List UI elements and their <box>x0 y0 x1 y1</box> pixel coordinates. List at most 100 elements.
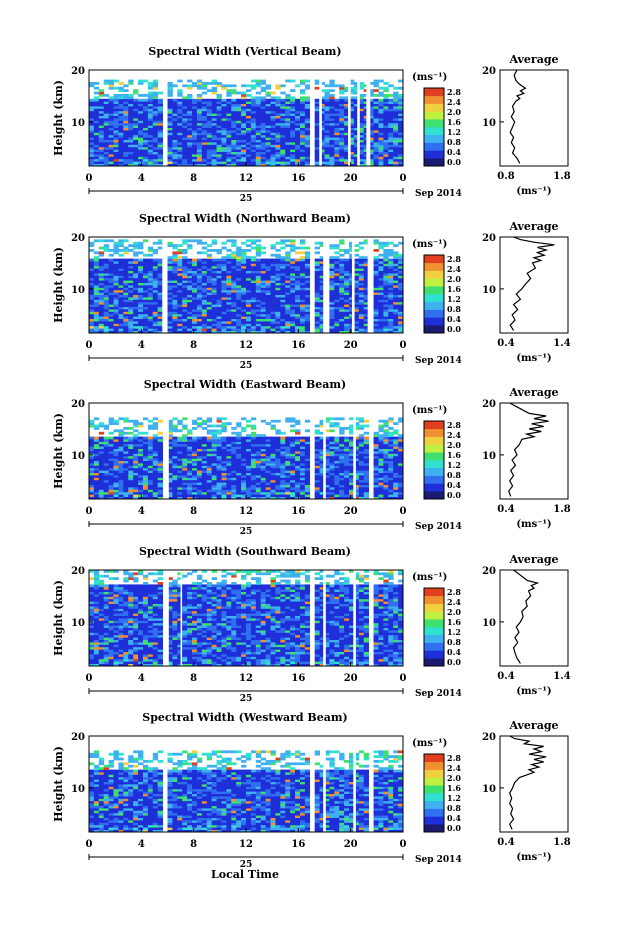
heatmap-cell <box>172 258 178 262</box>
heatmap-cell <box>324 146 330 150</box>
heatmap-cell <box>113 323 119 327</box>
heatmap-cell <box>157 91 163 95</box>
heatmap-cell <box>295 263 301 267</box>
heatmap-cell <box>349 91 355 95</box>
heatmap-cell <box>378 270 384 274</box>
heatmap-cell <box>93 120 100 124</box>
heatmap-cell <box>172 154 178 157</box>
heatmap-cell <box>138 306 144 310</box>
heatmap-cell <box>182 115 188 119</box>
heatmap-cell <box>275 108 281 112</box>
heatmap-cell <box>182 149 188 152</box>
heatmap-cell <box>314 110 320 114</box>
heatmap-cell <box>177 106 183 109</box>
heatmap-cell <box>363 256 370 259</box>
heatmap-cell <box>231 253 237 257</box>
heatmap-cell <box>324 122 330 126</box>
heatmap-cell <box>275 285 281 288</box>
heatmap-cell <box>221 436 227 440</box>
heatmap-cell <box>319 122 325 126</box>
heatmap-cell <box>147 84 154 88</box>
x-tick-label: 0 <box>400 340 407 351</box>
heatmap-cell <box>123 477 129 481</box>
heatmap-cell <box>246 108 252 112</box>
heatmap-cell <box>246 113 252 116</box>
heatmap-cell <box>196 103 203 107</box>
heatmap-cell <box>192 263 198 267</box>
heatmap-cell <box>299 299 306 303</box>
heatmap-cell <box>226 299 232 303</box>
heatmap-cell <box>275 297 281 300</box>
heatmap-cell <box>344 103 350 107</box>
heatmap-cell <box>98 122 105 126</box>
heatmap-cell <box>128 118 134 121</box>
heatmap-cell <box>98 139 105 143</box>
heatmap-cell <box>89 132 95 136</box>
heatmap-cell <box>280 139 286 143</box>
heatmap-cell <box>255 139 262 143</box>
heatmap-cell <box>255 142 262 145</box>
heatmap-cell <box>295 137 301 140</box>
heatmap-cell <box>270 325 276 329</box>
heatmap-cell <box>133 436 139 440</box>
heatmap-cell <box>334 328 340 331</box>
heatmap-cell <box>128 101 134 104</box>
heatmap-cell <box>128 132 134 136</box>
heatmap-cell <box>393 280 399 283</box>
heatmap-cell <box>344 106 350 109</box>
heatmap-cell <box>363 261 370 264</box>
heatmap-cell <box>393 285 399 288</box>
heatmap-cell <box>241 101 247 104</box>
heatmap-cell <box>241 144 247 148</box>
heatmap-cell <box>187 458 193 461</box>
heatmap-cell <box>275 292 281 295</box>
heatmap-cell <box>398 318 404 322</box>
heatmap-cell <box>147 122 154 126</box>
heatmap-cell <box>123 316 129 319</box>
heatmap-cell <box>373 132 379 136</box>
heatmap-cell <box>388 294 394 298</box>
heatmap-cell <box>201 110 208 114</box>
heatmap-cell <box>103 301 110 305</box>
heatmap-cell <box>147 161 154 164</box>
heatmap-cell <box>393 101 399 104</box>
heatmap-cell <box>93 475 100 478</box>
heatmap-cell <box>216 292 222 295</box>
heatmap-cell <box>103 306 110 310</box>
heatmap-cell <box>138 285 144 288</box>
heatmap-cell <box>299 139 306 143</box>
heatmap-cell <box>172 446 178 449</box>
heatmap-cell <box>187 325 193 329</box>
heatmap-cell <box>157 137 163 140</box>
heatmap-cell <box>182 146 188 150</box>
heatmap-cell <box>398 149 404 152</box>
heatmap-cell <box>152 127 159 131</box>
heatmap-cell <box>398 275 404 279</box>
heatmap-cell <box>216 146 222 150</box>
heatmap-cell <box>147 82 154 85</box>
heatmap-cell <box>314 146 320 150</box>
heatmap-cell <box>388 316 394 319</box>
heatmap-cell <box>250 311 257 315</box>
heatmap-cell <box>142 484 149 488</box>
heatmap-cell <box>255 144 262 148</box>
heatmap-cell <box>378 134 384 138</box>
heatmap-cell <box>398 106 404 109</box>
data-gap <box>357 70 360 166</box>
heatmap-cell <box>329 108 335 112</box>
heatmap-cell <box>133 261 139 264</box>
heatmap-cell <box>226 113 232 116</box>
heatmap-cell <box>393 149 399 152</box>
heatmap-cell <box>250 323 257 327</box>
heatmap-cell <box>246 325 252 329</box>
heatmap-cell <box>206 417 213 421</box>
heatmap-cell <box>98 94 105 97</box>
heatmap-cell <box>280 294 286 298</box>
heatmap-cell <box>290 144 296 148</box>
heatmap-cell <box>275 113 281 116</box>
heatmap-cell <box>388 309 394 312</box>
heatmap-cell <box>270 103 276 107</box>
heatmap-cell <box>398 263 404 267</box>
heatmap-cell <box>226 261 232 264</box>
heatmap-cell <box>275 161 281 164</box>
